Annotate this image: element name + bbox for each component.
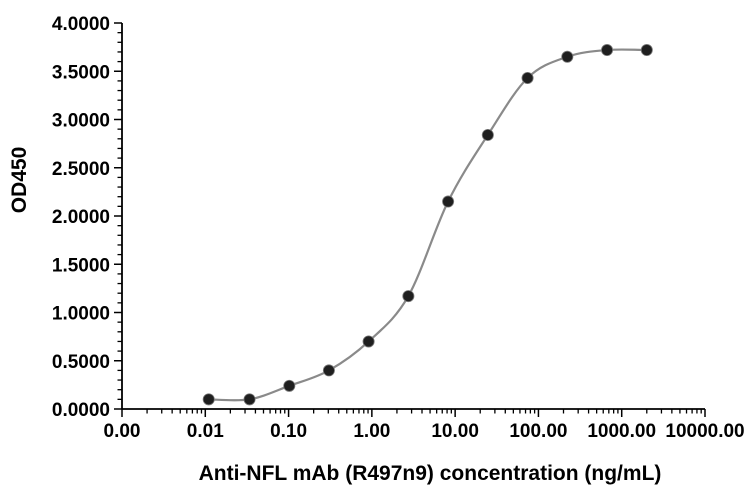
data-point <box>362 335 375 348</box>
data-series <box>202 44 653 406</box>
y-tick-label: 0.5000 <box>52 352 110 373</box>
x-axis-title: Anti-NFL mAb (R497n9) concentration (ng/… <box>199 462 662 485</box>
fit-curve <box>208 48 647 402</box>
axis-lines <box>121 23 705 410</box>
y-tick-label: 2.5000 <box>52 159 110 180</box>
axis-ticks <box>114 22 706 417</box>
data-point <box>481 128 494 141</box>
x-tick-label: 1000.00 <box>587 421 656 442</box>
x-tick-label: 1.00 <box>353 421 390 442</box>
x-tick-label: 0.10 <box>270 421 307 442</box>
x-tick-label: 10000.00 <box>665 421 744 442</box>
x-tick-label: 0.00 <box>104 421 141 442</box>
data-point <box>561 50 574 63</box>
x-tick-label: 100.00 <box>509 421 567 442</box>
y-tick-label: 4.0000 <box>52 14 110 35</box>
data-point <box>243 393 256 406</box>
y-tick-label: 2.0000 <box>52 207 110 228</box>
data-point <box>283 379 296 392</box>
data-point <box>402 290 415 303</box>
data-point <box>442 195 455 208</box>
data-point <box>202 393 215 406</box>
y-tick-label: 1.5000 <box>52 255 110 276</box>
y-tick-label: 3.0000 <box>52 111 110 132</box>
y-tick-label: 0.0000 <box>52 400 110 421</box>
y-axis-title: OD450 <box>8 147 31 214</box>
data-point <box>322 364 335 377</box>
x-tick-label: 0.01 <box>187 421 224 442</box>
y-tick-label: 3.5000 <box>52 62 110 83</box>
data-point <box>601 44 614 57</box>
data-point <box>640 44 653 57</box>
y-tick-label: 1.0000 <box>52 304 110 325</box>
x-tick-label: 10.00 <box>431 421 479 442</box>
data-point <box>521 72 534 85</box>
tick-labels: 0.0000 0.5000 1.0000 1.5000 2.0000 2.5000 3.00… <box>52 14 745 442</box>
